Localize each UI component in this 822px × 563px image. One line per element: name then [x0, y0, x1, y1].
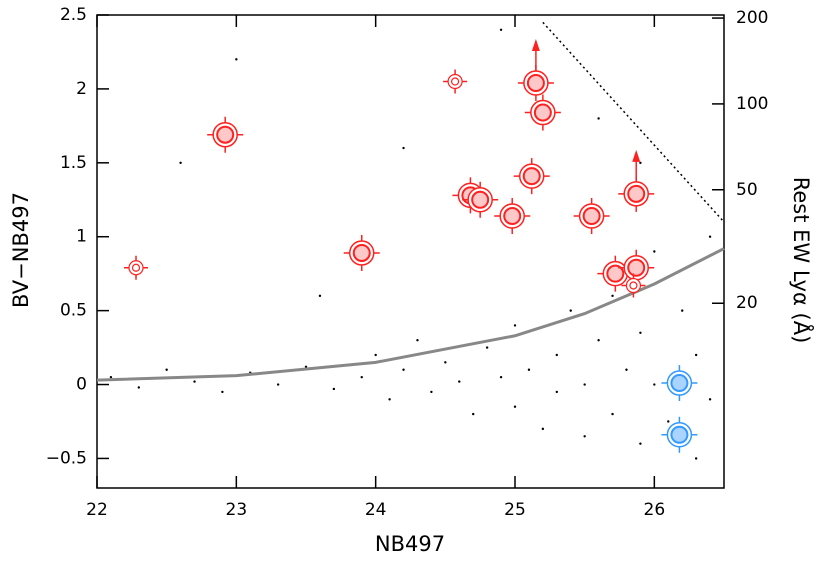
- plot-frame: [96, 14, 725, 489]
- detection: [670, 374, 689, 393]
- field-object: [318, 294, 322, 298]
- limit-arrow: [632, 149, 641, 162]
- field-object: [444, 361, 447, 364]
- field-object: [639, 331, 642, 334]
- y2-tick-label: 200: [736, 8, 768, 28]
- y-tick-label: 1.5: [60, 153, 87, 173]
- detection: [352, 243, 371, 262]
- field-object: [499, 28, 503, 31]
- field-object: [555, 390, 558, 394]
- field-object: [513, 324, 517, 327]
- detection: [533, 103, 552, 122]
- field-object: [402, 368, 405, 371]
- field-object: [304, 365, 308, 368]
- outer-ring: [447, 73, 463, 90]
- detection: [450, 77, 460, 86]
- field-object: [360, 375, 363, 379]
- field-object: [569, 309, 572, 312]
- field-object: [416, 338, 419, 342]
- field-object: [694, 353, 698, 357]
- x-tick-label: 22: [86, 500, 108, 520]
- field-object: [221, 390, 224, 394]
- detection: [670, 425, 689, 444]
- y2-tick-label: 100: [736, 94, 768, 114]
- field-object: [276, 383, 280, 386]
- field-object: [708, 398, 712, 401]
- field-object: [165, 368, 168, 371]
- detection: [627, 258, 646, 277]
- detection: [471, 190, 490, 209]
- limit-arrow: [531, 38, 540, 51]
- detection: [522, 167, 541, 186]
- detection: [503, 207, 522, 226]
- outer-ring: [128, 260, 144, 276]
- detection: [526, 73, 545, 92]
- field-object: [625, 368, 628, 371]
- field-object: [472, 412, 475, 416]
- field-object: [485, 346, 489, 349]
- field-object: [388, 398, 391, 401]
- field-object: [458, 380, 461, 383]
- field-object: [653, 383, 656, 386]
- y-tick-label: 2.5: [60, 5, 87, 25]
- field-object: [667, 420, 670, 423]
- outer-ring: [625, 277, 642, 294]
- field-object: [611, 294, 614, 298]
- x-tick-label: 24: [365, 500, 387, 520]
- field-object: [708, 235, 712, 238]
- detection: [627, 184, 646, 203]
- y-tick-label: 0.5: [60, 301, 87, 321]
- detection: [131, 263, 141, 272]
- field-object: [681, 309, 684, 312]
- y-axis-label: BV−NB497: [9, 192, 33, 308]
- field-object: [597, 117, 600, 120]
- detection: [606, 264, 625, 283]
- field-object: [193, 380, 196, 383]
- field-object: [541, 427, 545, 431]
- field-object: [583, 383, 586, 386]
- detection: [216, 125, 235, 144]
- y-tick-label: 2: [76, 79, 87, 99]
- y2-tick-label: 50: [736, 180, 758, 200]
- field-object: [583, 435, 586, 438]
- field-object: [430, 390, 433, 394]
- curve: [96, 247, 725, 382]
- field-object: [597, 338, 600, 342]
- y-tick-label: 0: [76, 375, 87, 395]
- field-object: [555, 353, 558, 357]
- field-object: [694, 457, 698, 460]
- field-object: [235, 58, 238, 61]
- field-object: [639, 161, 642, 165]
- x-tick-label: 25: [504, 500, 526, 520]
- detection: [582, 207, 601, 226]
- field-object: [611, 412, 614, 416]
- field-object: [513, 405, 517, 408]
- x-tick-label: 23: [226, 500, 248, 520]
- y2-tick-label: 20: [736, 293, 758, 313]
- field-object: [499, 375, 503, 379]
- field-object: [527, 368, 531, 371]
- y-tick-label: 1: [76, 227, 87, 247]
- field-object: [179, 161, 182, 165]
- x-tick-label: 26: [644, 500, 666, 520]
- field-object: [639, 442, 642, 445]
- y2-axis-label: Rest EW Lyα (Å): [789, 177, 815, 344]
- field-object: [374, 353, 377, 357]
- field-object: [137, 386, 140, 389]
- field-object: [332, 387, 336, 391]
- x-axis-label: NB497: [375, 532, 445, 556]
- field-object: [653, 250, 656, 253]
- y-tick-label: −0.5: [46, 448, 87, 468]
- field-object: [109, 375, 113, 379]
- field-object: [402, 146, 405, 150]
- detection: [629, 281, 638, 290]
